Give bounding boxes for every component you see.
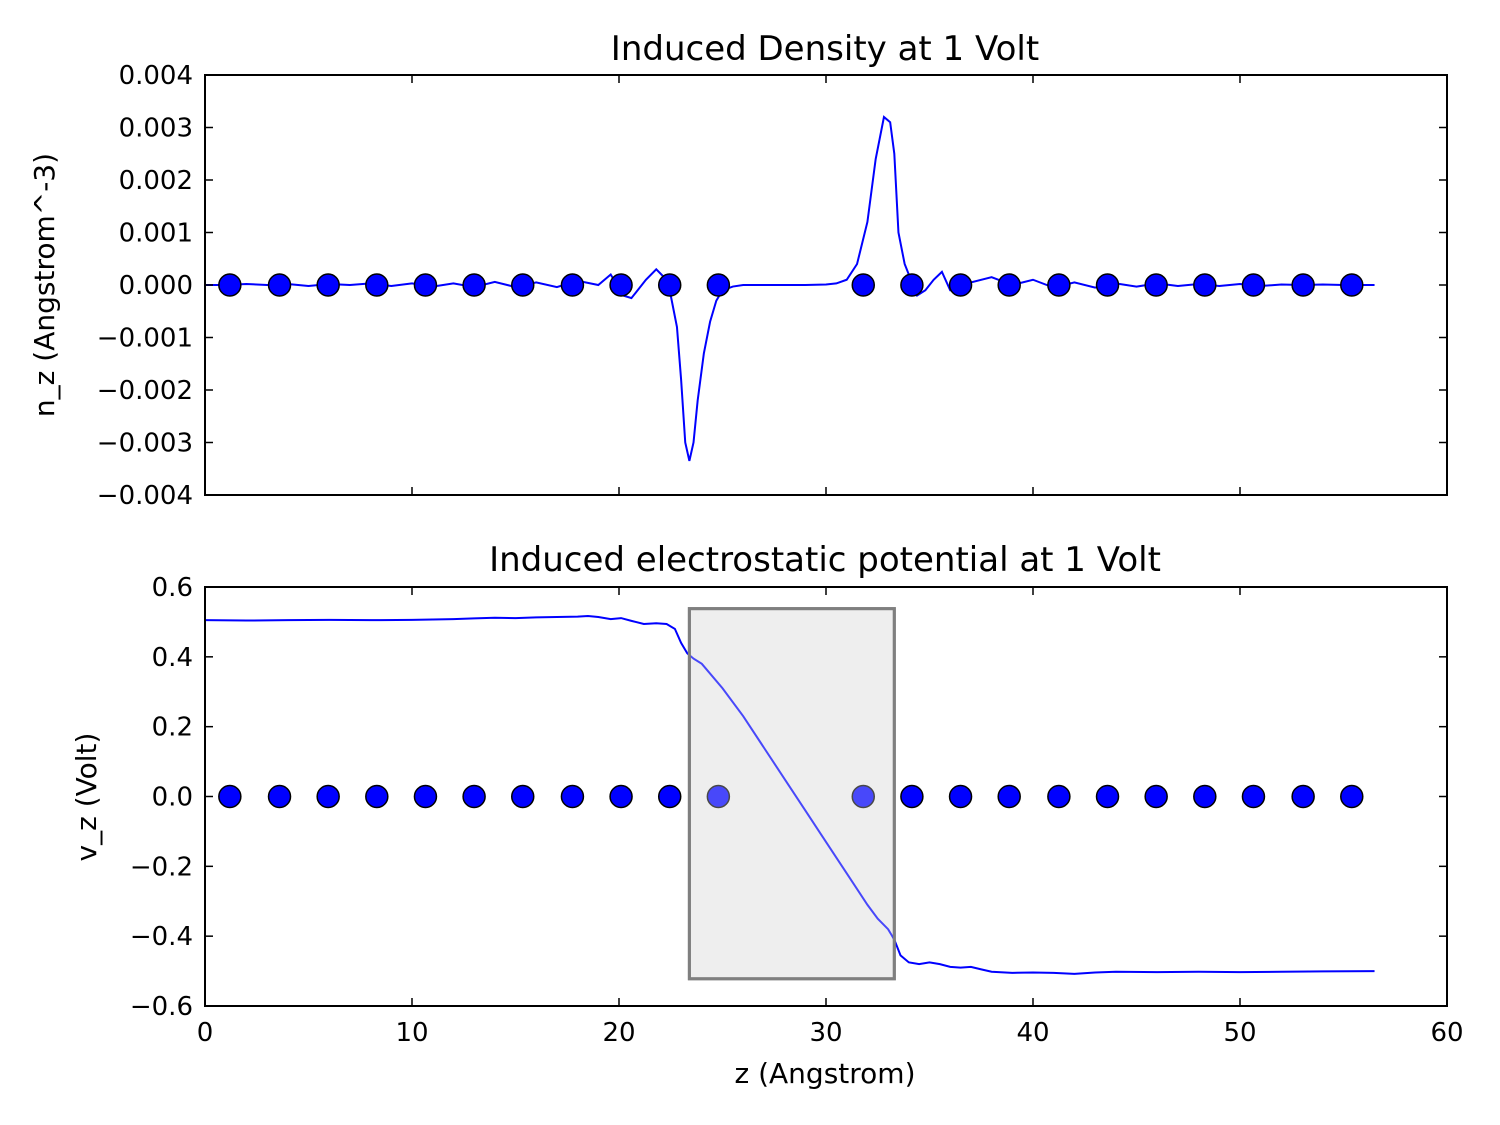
potential-plot-area: 0 10 20 30 40 50 60 −0.6 −0.4 −0.2 0.0 0.2 0.4 0.6 [130,573,1464,1048]
potential-atom-marker [657,784,682,809]
density-y-tick-label: −0.004 [97,481,193,511]
potential-atom-marker [1340,784,1364,809]
potential-atom-marker [1047,784,1071,809]
density-y-tick-label: 0.003 [119,114,193,144]
density-atom-marker [218,273,242,297]
potential-atom-marker [267,784,292,809]
density-atom-marker [560,273,585,297]
potential-atom-marker [609,784,633,809]
density-atom-marker [851,273,876,297]
potential-atom-marker [560,784,585,809]
density-atom-marker [413,273,438,297]
potential-highlight-overlay [690,610,893,978]
potential-series-line-0 [204,614,1375,975]
density-atom-marker [267,273,292,297]
density-atom-marker [706,273,731,297]
density-y-tick-label: −0.002 [97,376,193,406]
potential-y-tick-label: 0.4 [152,643,193,673]
density-atom-marker [657,273,682,297]
potential-y-tick-label: 0.6 [152,573,193,603]
potential-atom-marker [365,784,389,809]
potential-atom-marker [510,784,535,809]
potential-atom-marker [1144,784,1168,809]
potential-atom-marker [462,784,486,809]
potential-x-tick-label: 50 [1223,1018,1256,1048]
potential-y-tick-label: 0.2 [152,713,193,743]
density-atom-marker [1047,273,1071,297]
potential-y-tick-label: −0.6 [130,992,193,1022]
potential-y-tick-label: −0.2 [130,852,193,882]
potential-x-tick-label: 60 [1430,1018,1463,1048]
density-y-tick-label: 0.001 [119,219,193,249]
density-panel: Induced Density at 1 Volt n_z (Angstrom^… [28,29,1448,511]
density-atom-marker [462,273,486,297]
density-y-tick-label: 0.002 [119,166,193,196]
potential-title: Induced electrostatic potential at 1 Vol… [489,540,1161,580]
density-atom-marker [510,273,535,297]
x-axis-label: z (Angstrom) [735,1057,916,1090]
density-atom-marker [1241,273,1266,297]
potential-atom-marker [413,784,438,809]
density-atom-marker [997,273,1021,297]
potential-atom-marker [997,784,1021,809]
potential-atom-marker [948,784,973,809]
potential-x-tick-label: 0 [197,1018,214,1048]
potential-y-axis-label: v_z (Volt) [70,733,103,862]
density-atom-marker [1193,273,1217,297]
density-atom-marker [365,273,389,297]
potential-atom-marker [316,784,340,809]
potential-x-tick-label: 20 [602,1018,635,1048]
density-y-tick-label: 0.000 [119,271,193,301]
potential-atom-marker [1193,784,1217,809]
density-atom-marker [948,273,973,297]
potential-x-tick-label: 10 [395,1018,428,1048]
potential-atom-marker [1241,784,1266,809]
density-atom-marker [1291,273,1315,297]
density-atom-marker [1340,273,1364,297]
density-y-tick-label: −0.001 [97,324,193,354]
density-y-axis-label: n_z (Angstrom^-3) [28,153,61,417]
density-plot-area: −0.004 −0.003 −0.002 −0.001 0.000 0.001 0.002 0… [97,61,1448,511]
density-atom-marker [609,273,633,297]
potential-y-tick-label: 0.0 [152,783,193,813]
potential-atom-marker [900,784,924,809]
potential-x-tick-label: 40 [1016,1018,1049,1048]
density-atom-marker [316,273,340,297]
density-title: Induced Density at 1 Volt [611,29,1039,69]
potential-panel: Induced electrostatic potential at 1 Vol… [70,540,1464,1090]
potential-highlight-box-border [687,607,896,981]
potential-atom-marker [851,784,876,809]
density-atom-marker [900,273,924,297]
density-y-tick-label: −0.003 [97,429,193,459]
potential-atom-marker [1291,784,1315,809]
potential-atom-marker [1095,784,1120,809]
potential-atom-marker [218,784,242,809]
density-atom-marker [1095,273,1120,297]
potential-x-tick-label: 30 [809,1018,842,1048]
density-atom-marker [1144,273,1168,297]
potential-y-tick-label: −0.4 [130,922,193,952]
potential-atom-marker [706,784,731,809]
density-y-tick-label: 0.004 [119,61,193,91]
